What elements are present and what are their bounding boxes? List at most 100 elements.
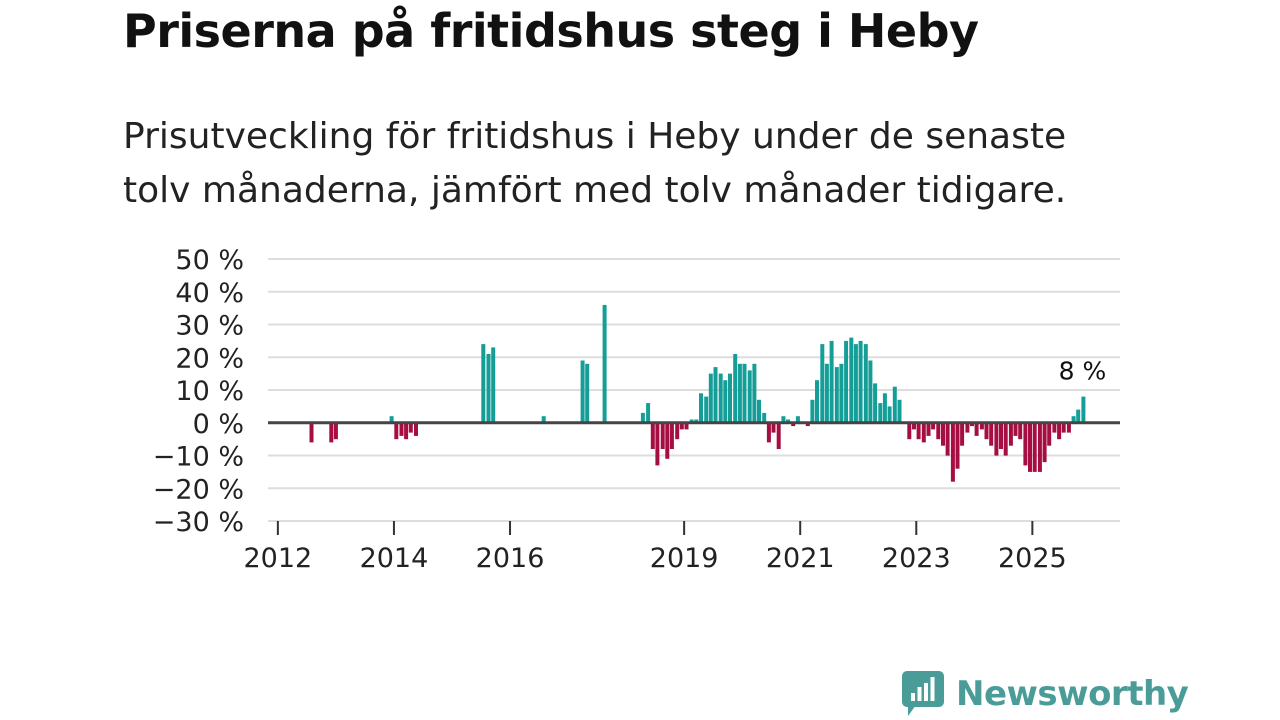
bar — [936, 422, 941, 440]
bar — [408, 422, 413, 433]
brand-name: Newsworthy — [956, 674, 1189, 714]
bar — [1003, 422, 1008, 456]
bar — [984, 422, 989, 440]
bar — [887, 406, 892, 423]
bar — [329, 422, 334, 443]
bar — [1013, 422, 1018, 436]
y-tick-label: 20 % — [175, 343, 244, 374]
bar — [694, 419, 699, 423]
bar — [786, 419, 790, 423]
y-tick-label: 0 % — [193, 409, 244, 440]
bar — [941, 422, 945, 446]
bar — [858, 340, 863, 423]
bar — [481, 344, 486, 423]
bar — [389, 416, 394, 423]
bar — [718, 373, 723, 423]
bar — [1018, 422, 1023, 440]
bar — [829, 340, 834, 423]
bar — [541, 416, 546, 423]
bar — [892, 386, 897, 423]
y-tick-label: −30 % — [153, 507, 244, 538]
bar — [1081, 396, 1086, 423]
bar — [834, 367, 839, 423]
x-axis: 2012 2014 2016 2019 2021 2023 2025 — [244, 521, 1067, 574]
bar — [873, 383, 878, 423]
bar — [1037, 422, 1042, 472]
bar — [655, 422, 660, 466]
bar — [713, 367, 718, 423]
bar — [863, 344, 868, 423]
bar — [602, 304, 607, 423]
x-tick-label: 2014 — [360, 543, 429, 574]
bar — [1023, 422, 1028, 466]
bar — [805, 422, 810, 427]
bar — [650, 422, 655, 449]
bar — [733, 354, 738, 423]
y-tick-label: 50 % — [175, 245, 244, 276]
bar — [1071, 416, 1076, 423]
bar — [926, 422, 931, 436]
bar — [491, 347, 496, 423]
bar — [394, 422, 399, 440]
bar — [974, 422, 979, 436]
bars — [309, 304, 1086, 482]
bar — [333, 422, 338, 440]
bar — [989, 422, 994, 446]
bar — [912, 422, 916, 430]
last-value-label: 8 % — [1059, 357, 1107, 386]
bar — [849, 337, 854, 423]
bar — [646, 403, 651, 423]
bar — [994, 422, 999, 456]
bar — [1028, 422, 1032, 472]
bar — [907, 422, 912, 440]
bar — [781, 416, 786, 423]
y-axis: 50 %40 %30 %20 %10 %0 %−10 %−20 %−30 % — [153, 245, 244, 538]
y-tick-label: −20 % — [153, 474, 244, 505]
bar — [897, 399, 902, 423]
bar — [1076, 409, 1081, 423]
newsworthy-brand: Newsworthy — [902, 670, 1189, 718]
x-tick-label: 2025 — [998, 543, 1067, 574]
bar — [708, 373, 713, 423]
bar — [970, 422, 974, 427]
bar — [955, 422, 960, 469]
newsworthy-logo-icon — [902, 671, 944, 716]
bar — [752, 363, 757, 423]
y-tick-label: −10 % — [153, 442, 244, 473]
data-labels: 8 % — [1059, 357, 1107, 386]
bar — [795, 416, 800, 423]
bar — [1008, 422, 1013, 446]
bar — [689, 419, 694, 423]
bar — [931, 422, 936, 430]
bar — [1066, 422, 1071, 433]
grid-lines — [268, 258, 1120, 522]
chart-subtitle: Prisutveckling för fritidshus i Heby und… — [123, 116, 1067, 211]
bar — [882, 393, 887, 423]
bar — [1042, 422, 1047, 463]
x-tick-label: 2019 — [650, 543, 719, 574]
bar — [1057, 422, 1062, 440]
bar — [921, 422, 926, 443]
x-tick-label: 2023 — [882, 543, 951, 574]
bar — [999, 422, 1003, 449]
bar — [309, 422, 314, 443]
bar — [1032, 422, 1037, 472]
bar — [704, 396, 709, 423]
y-tick-label: 30 % — [175, 311, 244, 342]
bar — [810, 399, 815, 423]
bar — [771, 422, 776, 433]
bar — [580, 360, 585, 423]
bar — [960, 422, 965, 446]
bar — [728, 373, 732, 423]
bar — [486, 354, 491, 423]
bar — [665, 422, 670, 459]
bar — [853, 344, 858, 423]
bar — [669, 422, 674, 449]
bar — [950, 422, 955, 482]
bar — [766, 422, 771, 443]
bar — [916, 422, 921, 440]
bar — [660, 422, 665, 449]
bar — [742, 363, 747, 423]
bar — [675, 422, 680, 440]
